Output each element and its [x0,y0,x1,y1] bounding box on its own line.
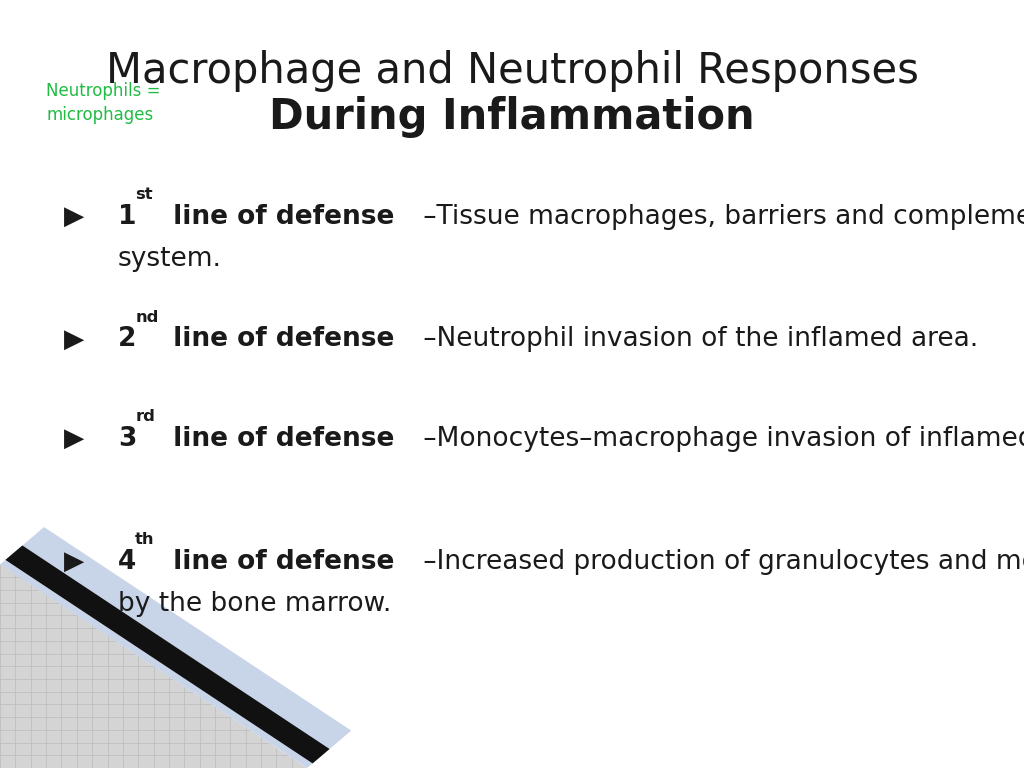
Text: –Monocytes–macrophage invasion of inflamed area.: –Monocytes–macrophage invasion of inflam… [415,426,1024,452]
Text: –Neutrophil invasion of the inflamed area.: –Neutrophil invasion of the inflamed are… [415,326,978,353]
Text: 3: 3 [118,426,136,452]
Text: line of defense: line of defense [164,204,394,230]
Text: system.: system. [118,246,222,272]
Text: 2: 2 [118,326,136,353]
Text: st: st [135,187,153,202]
Text: line of defense: line of defense [164,426,394,452]
Text: During Inflammation: During Inflammation [269,96,755,138]
Text: line of defense: line of defense [164,549,394,575]
Text: rd: rd [135,409,155,425]
Polygon shape [5,545,330,763]
Text: Neutrophils =
microphages: Neutrophils = microphages [46,82,161,124]
Text: –Tissue macrophages, barriers and complement: –Tissue macrophages, barriers and comple… [415,204,1024,230]
Text: th: th [135,532,155,548]
Text: ▶: ▶ [63,549,84,575]
Text: –Increased production of granulocytes and monocytes: –Increased production of granulocytes an… [415,549,1024,575]
Text: ▶: ▶ [63,204,84,230]
Text: nd: nd [135,310,159,325]
Text: ▶: ▶ [63,426,84,452]
Text: 1: 1 [118,204,136,230]
Text: Macrophage and Neutrophil Responses: Macrophage and Neutrophil Responses [105,50,919,92]
Text: 4: 4 [118,549,136,575]
Polygon shape [0,527,351,768]
Text: line of defense: line of defense [164,326,394,353]
Text: by the bone marrow.: by the bone marrow. [118,591,391,617]
Polygon shape [0,564,307,768]
Text: ▶: ▶ [63,326,84,353]
